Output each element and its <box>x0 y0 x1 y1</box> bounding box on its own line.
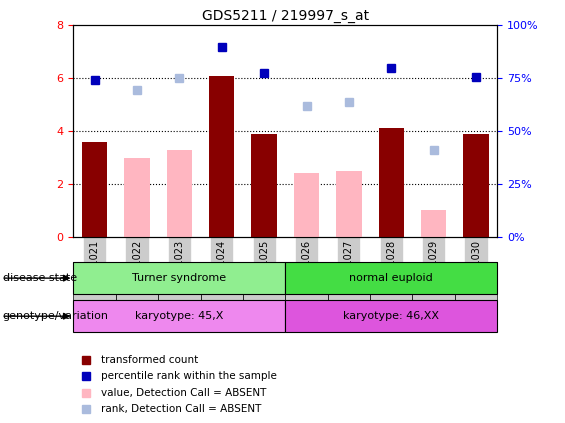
Text: rank, Detection Call = ABSENT: rank, Detection Call = ABSENT <box>101 404 262 414</box>
Bar <box>73 262 285 294</box>
Text: genotype/variation: genotype/variation <box>3 311 109 321</box>
Bar <box>201 262 243 310</box>
Bar <box>285 262 497 294</box>
Bar <box>463 134 489 237</box>
Bar <box>294 173 319 237</box>
Bar <box>167 150 192 237</box>
Bar <box>328 262 370 310</box>
Bar <box>251 134 277 237</box>
Bar <box>82 142 107 237</box>
Bar <box>285 300 497 332</box>
Bar <box>73 300 285 332</box>
Bar <box>124 158 150 237</box>
Bar <box>412 262 455 310</box>
Title: GDS5211 / 219997_s_at: GDS5211 / 219997_s_at <box>202 9 369 23</box>
Text: percentile rank within the sample: percentile rank within the sample <box>101 371 277 382</box>
Text: value, Detection Call = ABSENT: value, Detection Call = ABSENT <box>101 387 266 398</box>
Bar <box>379 129 404 237</box>
Text: normal euploid: normal euploid <box>349 273 433 283</box>
Bar <box>73 262 116 310</box>
Text: karyotype: 45,X: karyotype: 45,X <box>135 311 224 321</box>
Bar <box>421 211 446 237</box>
Bar <box>370 262 412 310</box>
Bar <box>158 262 201 310</box>
Text: disease state: disease state <box>3 273 77 283</box>
Text: transformed count: transformed count <box>101 355 198 365</box>
Bar <box>243 262 285 310</box>
Bar <box>285 262 328 310</box>
Text: Turner syndrome: Turner syndrome <box>132 273 227 283</box>
Bar <box>209 76 234 237</box>
Bar <box>455 262 497 310</box>
Bar <box>336 171 362 237</box>
Bar <box>116 262 158 310</box>
Text: karyotype: 46,XX: karyotype: 46,XX <box>344 311 439 321</box>
